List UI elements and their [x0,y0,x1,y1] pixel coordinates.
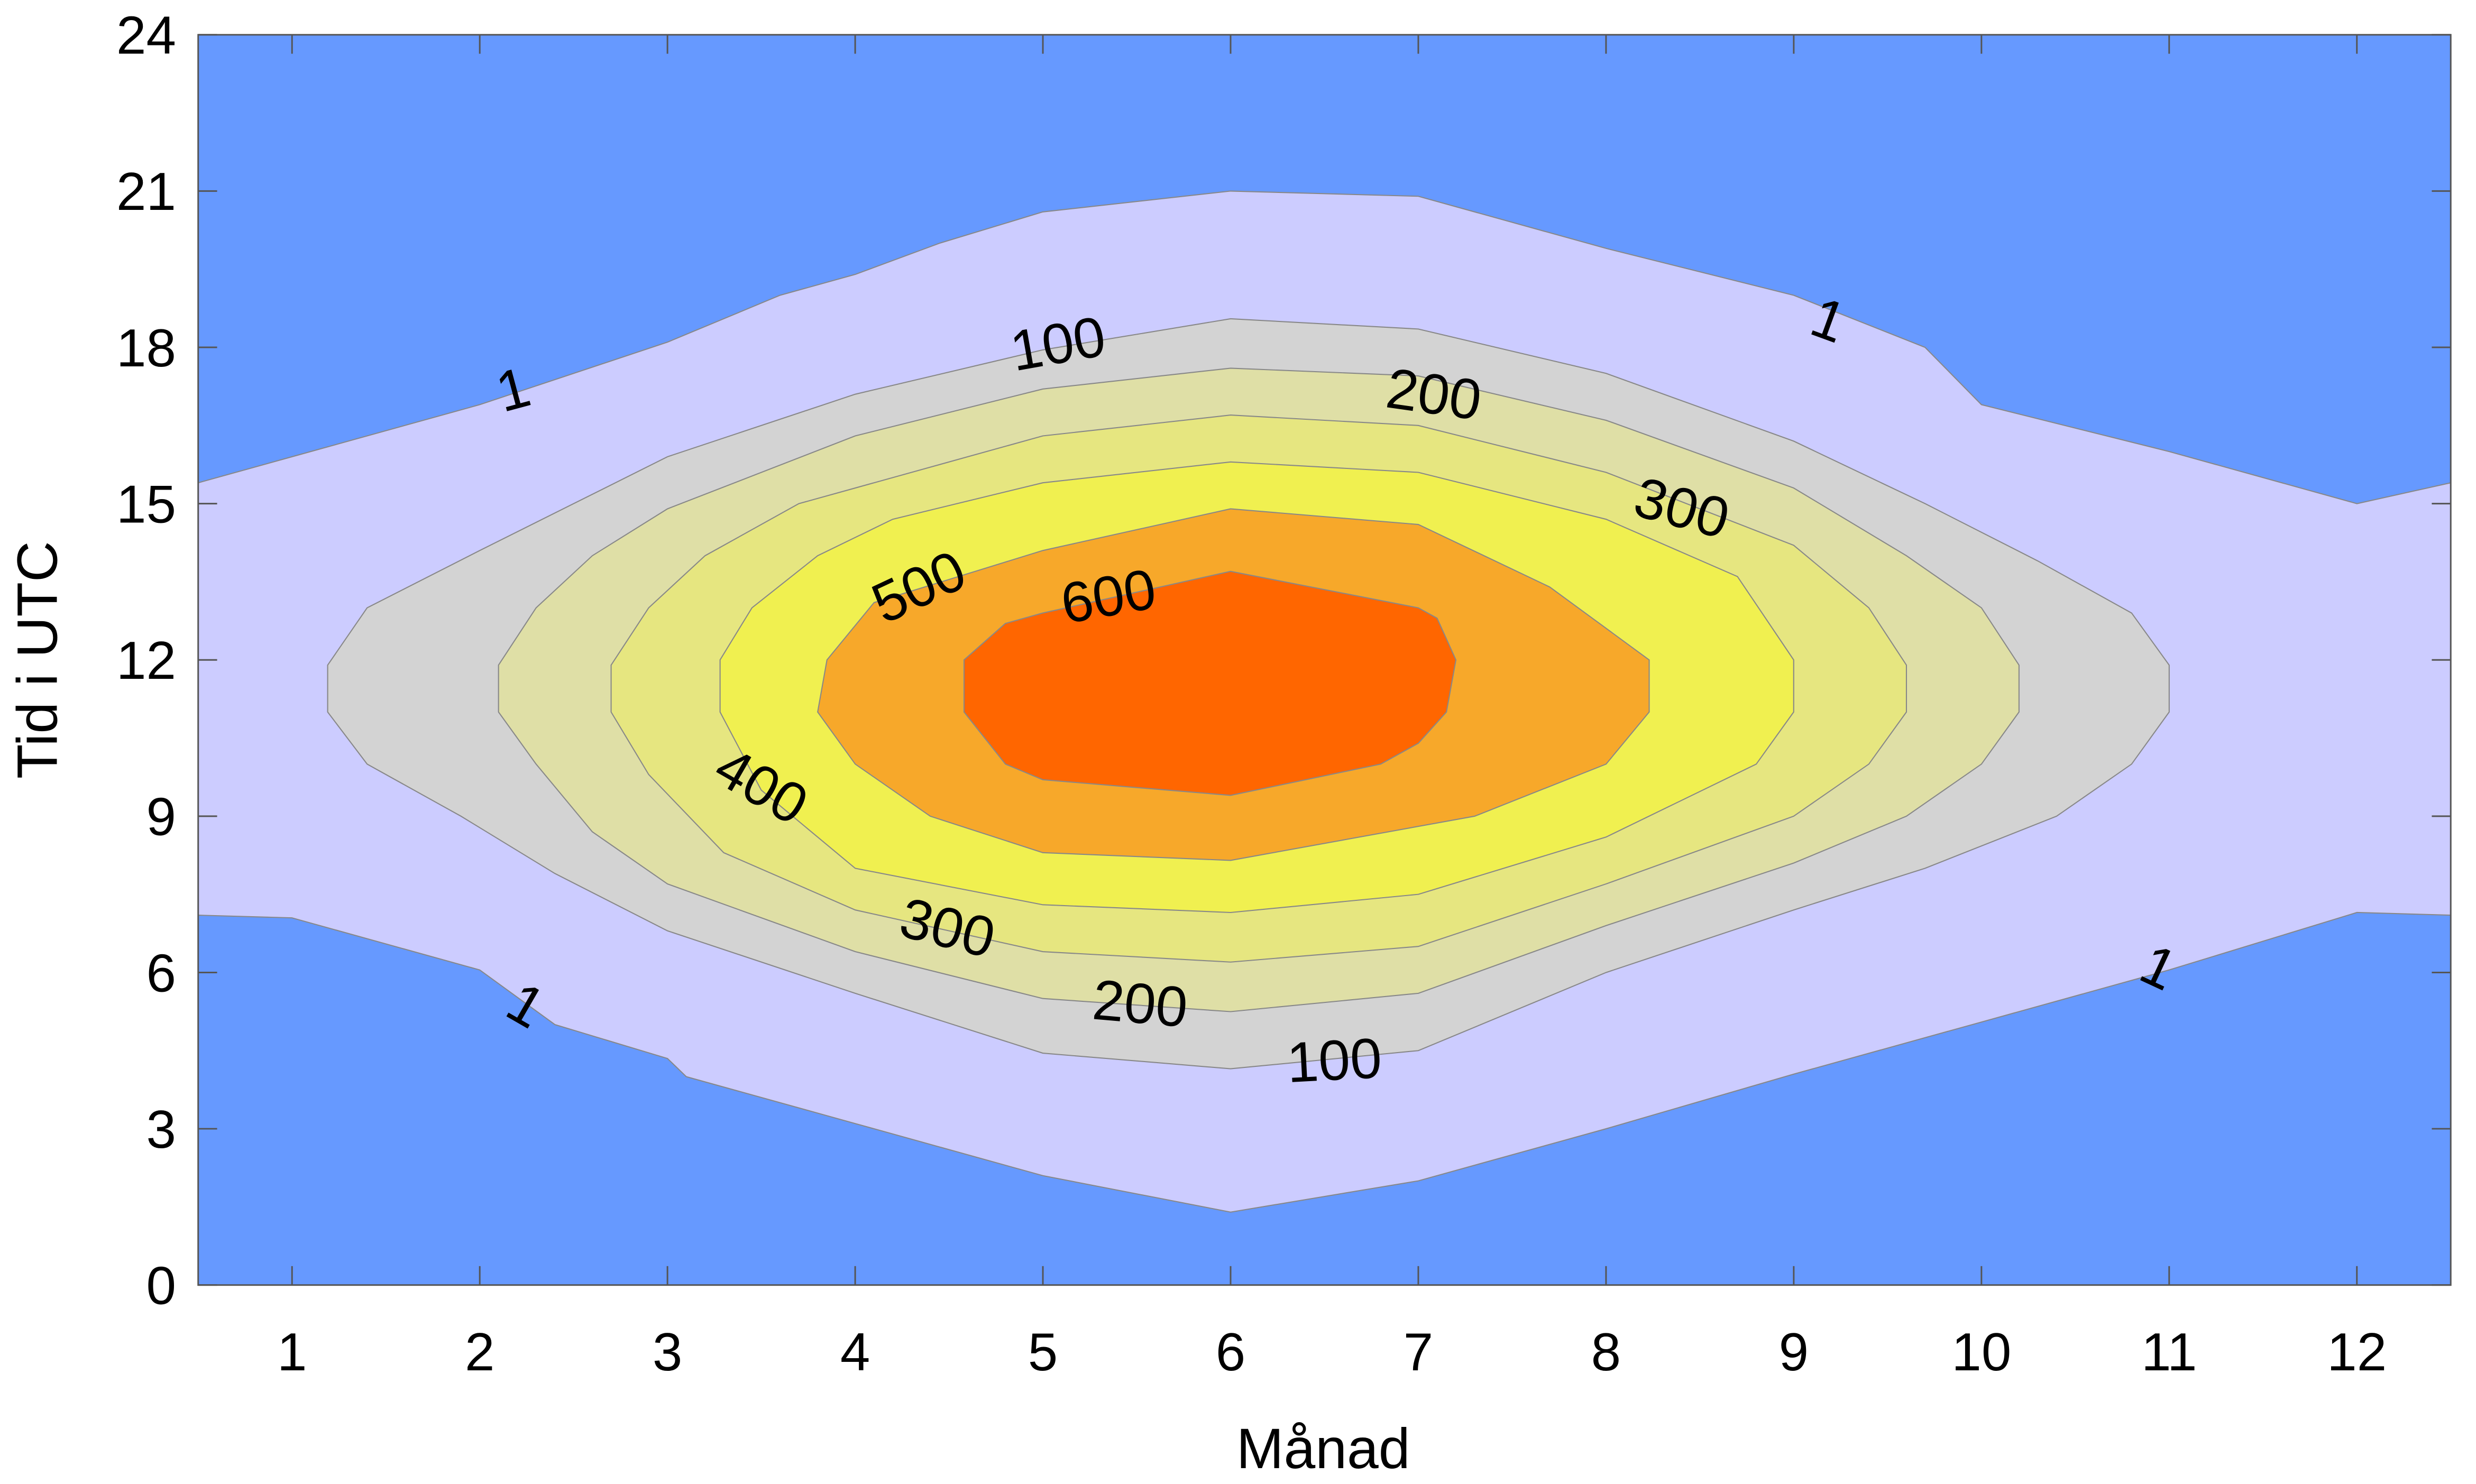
x-tick-label: 9 [1779,1322,1809,1382]
x-tick-label: 3 [653,1322,682,1382]
x-tick-label: 11 [2141,1322,2197,1382]
x-tick-label: 4 [840,1322,870,1382]
x-tick-label: 2 [465,1322,494,1382]
y-tick-label: 0 [146,1256,176,1316]
y-tick-label: 18 [116,318,176,378]
contour-label: 200 [1382,356,1485,432]
y-tick-label: 12 [116,630,176,690]
x-tick-label: 12 [2327,1322,2387,1382]
x-tick-label: 5 [1028,1322,1058,1382]
x-axis-label: Månad [1236,1417,1410,1480]
y-tick-label: 21 [116,161,176,222]
contour-label: 200 [1090,967,1190,1039]
contour-600 [963,570,1457,796]
x-tick-label: 7 [1404,1322,1433,1382]
y-tick-label: 15 [116,474,176,534]
x-tick-label: 10 [1951,1322,2011,1382]
plot-area [197,34,2452,1285]
y-tick-label: 9 [146,787,176,847]
y-tick-label: 24 [116,5,176,66]
x-tick-label: 1 [277,1322,307,1382]
y-tick-label: 6 [146,943,176,1003]
x-tick-label: 6 [1216,1322,1245,1382]
y-axis-label: Tid i UTC [5,541,69,779]
contour-label: 100 [1285,1026,1383,1094]
x-tick-label: 8 [1591,1322,1621,1382]
y-tick-label: 3 [146,1099,176,1159]
